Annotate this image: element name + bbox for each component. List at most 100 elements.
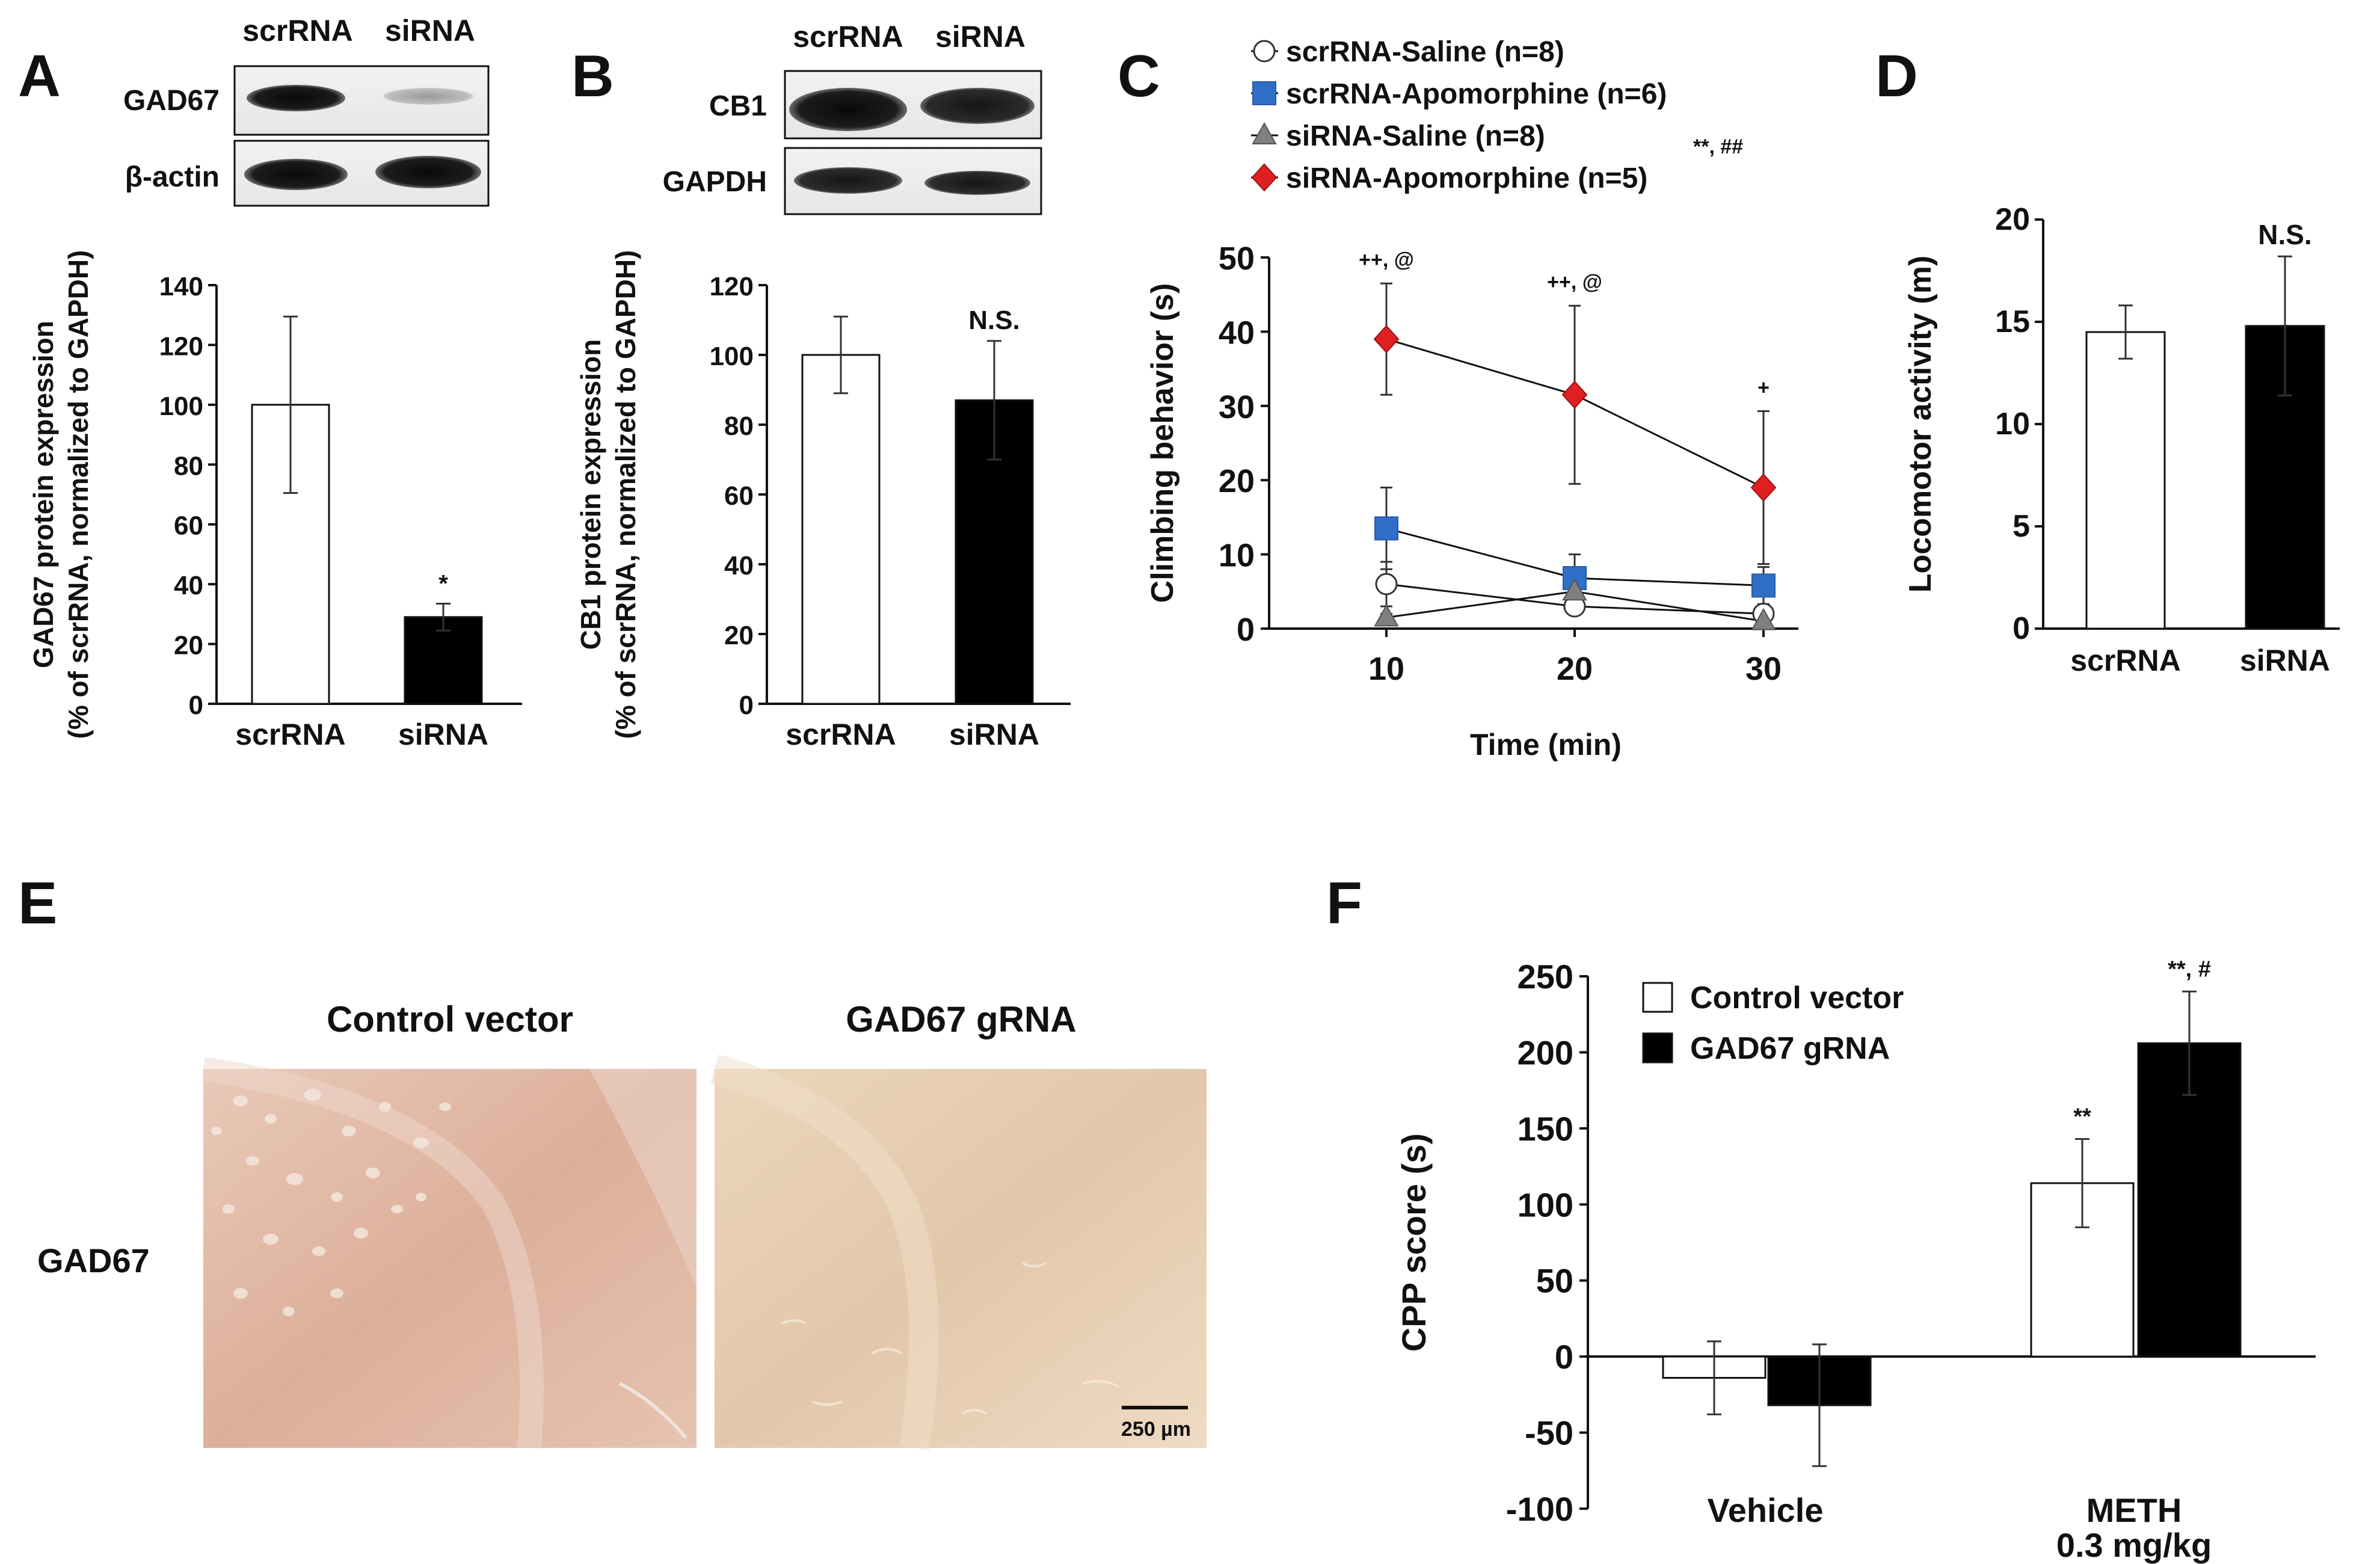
legend-label-2: siRNA-Saline (n=8) xyxy=(1286,120,1545,152)
y-axis-label-1: (% of scrRNA, normalized to GAPDH) xyxy=(63,250,94,739)
legend-label-1: scrRNA-Apomorphine (n=6) xyxy=(1286,78,1667,110)
panel-a-letter: A xyxy=(18,43,61,109)
panel-f-letter: F xyxy=(1326,870,1362,936)
y-tick-label-0: 0 xyxy=(739,691,754,720)
panel-e-row-label: GAD67 xyxy=(37,1242,150,1279)
point-scrRNA-Apomorphine-30 xyxy=(1751,573,1776,598)
y-tick-label-4: 100 xyxy=(1517,1186,1573,1224)
y-axis-label-0: GAD67 protein expression xyxy=(28,321,59,668)
error-bar-scrRNA xyxy=(283,315,298,494)
point-annotation-2: + xyxy=(1757,376,1770,399)
point-siRNA-Apomorphine-10 xyxy=(1373,325,1400,354)
y-tick-label-3: 30 xyxy=(1219,389,1255,425)
y-tick-label-1: 20 xyxy=(724,621,754,650)
bar-scrRNA xyxy=(801,354,881,705)
y-tick-label-3: 60 xyxy=(174,511,203,541)
error-bar-scrRNA xyxy=(2118,304,2133,360)
x-tick-label-0: 10 xyxy=(1368,651,1404,687)
scale-bar-label: 250 µm xyxy=(1121,1418,1191,1441)
panel-c: C 0 10 20 30 40 50 10 20 30 Time (min) Climbing be… xyxy=(1118,36,1798,762)
panel-e-col-label-1: Control vector xyxy=(327,999,573,1039)
chart-c: 0 10 20 30 40 50 10 20 30 Time (min) Climbing beha… xyxy=(1145,36,1798,762)
annotation-siRNA: * xyxy=(438,570,448,597)
panel-d-letter: D xyxy=(1875,43,1918,109)
y-axis-label-0: Locomotor activity (m) xyxy=(1903,256,1938,593)
x-tick-label-scrRNA: scrRNA xyxy=(786,718,896,751)
legend-marker-1 xyxy=(1252,81,1276,105)
panel-a: A scrRNA siRNA GAD67 β-actin 0 20 40 60 80 10… xyxy=(18,14,522,751)
y-tick-label-2: 20 xyxy=(1219,463,1255,499)
y-tick-label-2: 40 xyxy=(724,551,754,580)
y-tick-label-5: 150 xyxy=(1517,1110,1573,1148)
point-siRNA-Saline-30 xyxy=(1751,608,1776,630)
panel-e: E Control vector GAD67 gRNA GAD67 xyxy=(18,870,1207,1450)
point-siRNA-Saline-20 xyxy=(1562,578,1587,601)
y-axis-label-0: CB1 protein expression xyxy=(575,339,606,650)
legend-swatch-1 xyxy=(1642,1032,1673,1064)
chart-f: -100 -50 0 50 100 150 200 250 CPP score (s) ** **,… xyxy=(1395,956,2316,1564)
blot-a-row-label-2: β-actin xyxy=(125,161,220,193)
legend: Control vector GAD67 gRNA xyxy=(1642,981,1904,1066)
point-scrRNA-Saline-10 xyxy=(1375,573,1398,596)
blot-b-col-label-1: scrRNA xyxy=(793,20,903,54)
x-tick-label-siRNA: siRNA xyxy=(2240,644,2330,677)
error-bar-siRNA xyxy=(987,340,1001,461)
blot-b-band-1-2 xyxy=(920,88,1035,124)
y-tick-label-4: 80 xyxy=(174,451,203,481)
annotation-1-1: **, # xyxy=(2168,956,2211,982)
point-annotation-0: ++, @ xyxy=(1359,248,1414,271)
y-tick-label-2: 40 xyxy=(174,571,203,600)
blot-b-band-1-1 xyxy=(789,88,907,131)
legend-label-0: Control vector xyxy=(1690,981,1904,1015)
blot-b-band-2-2 xyxy=(924,171,1030,195)
blot-a-col-label-1: scrRNA xyxy=(242,14,352,48)
panel-b: B scrRNA siRNA CB1 GAPDH 0 20 40 60 80 100 120… xyxy=(571,20,1071,751)
x-axis-label: Time (min) xyxy=(1470,728,1622,762)
blot-b-band-2-1 xyxy=(794,167,902,194)
x-tick-label-siRNA: siRNA xyxy=(398,718,488,751)
blot-a-band-2-1 xyxy=(244,159,348,190)
y-tick-label-6: 200 xyxy=(1517,1033,1573,1071)
y-tick-label-1: -50 xyxy=(1525,1414,1573,1452)
bar-siRNA xyxy=(404,616,483,705)
blot-a-row-label-1: GAD67 xyxy=(123,85,220,117)
legend-marker-3 xyxy=(1251,163,1278,192)
legend-marker-2 xyxy=(1252,122,1277,144)
y-tick-label-3: 50 xyxy=(1536,1262,1573,1300)
annotation-siRNA: N.S. xyxy=(968,306,1020,335)
x-tick-label-1-0: METH xyxy=(2086,1491,2182,1529)
panel-d: D 0 5 10 15 20 scrRNA siRNA N.S. Locomotor activ… xyxy=(1875,43,2340,677)
y-axis-label: Climbing behavior (s) xyxy=(1145,283,1180,603)
bar-scrRNA xyxy=(251,404,330,705)
error-bar-1-1 xyxy=(2182,990,2197,1096)
y-tick-label-6: 120 xyxy=(710,272,754,301)
error-bar-scrRNA xyxy=(834,315,848,395)
panel-b-letter: B xyxy=(571,43,614,109)
y-tick-label-7: 140 xyxy=(159,272,203,301)
y-tick-label-4: 20 xyxy=(1995,202,2030,237)
blot-a-band-1-2 xyxy=(383,88,473,105)
point-siRNA-Apomorphine-30 xyxy=(1750,473,1777,502)
y-tick-label-7: 250 xyxy=(1517,958,1573,996)
point-siRNA-Saline-10 xyxy=(1374,604,1399,627)
panel-b-blot: scrRNA siRNA CB1 GAPDH xyxy=(663,20,1042,215)
point-siRNA-Apomorphine-20 xyxy=(1561,380,1588,409)
legend: scrRNA-Saline (n=8) scrRNA-Apomorphine (n… xyxy=(1251,36,1743,194)
panel-a-blot: scrRNA siRNA GAD67 β-actin xyxy=(123,14,490,207)
annotation-siRNA: N.S. xyxy=(2258,219,2311,250)
x-tick-label-siRNA: siRNA xyxy=(949,718,1039,751)
chart-b: 0 20 40 60 80 100 120 scrRNA siRNA N.S. CB1 protei… xyxy=(575,250,1071,751)
blot-a-band-1-1 xyxy=(247,85,345,111)
y-tick-label-4: 80 xyxy=(724,411,754,441)
y-tick-label-0: 0 xyxy=(189,691,203,720)
error-bar-siRNA xyxy=(2278,255,2292,396)
y-tick-label-4: 40 xyxy=(1219,315,1255,351)
y-tick-label-0: 0 xyxy=(1237,612,1255,648)
y-tick-label-1: 10 xyxy=(1219,538,1255,574)
legend-annotation: **, ## xyxy=(1693,135,1743,158)
x-tick-label-1-1: 0.3 mg/kg xyxy=(2056,1526,2212,1564)
x-tick-label-scrRNA: scrRNA xyxy=(2070,644,2180,677)
y-axis-label-1: (% of scrRNA, normalized to GAPDH) xyxy=(610,250,641,739)
blot-b-row-label-1: CB1 xyxy=(709,90,767,122)
